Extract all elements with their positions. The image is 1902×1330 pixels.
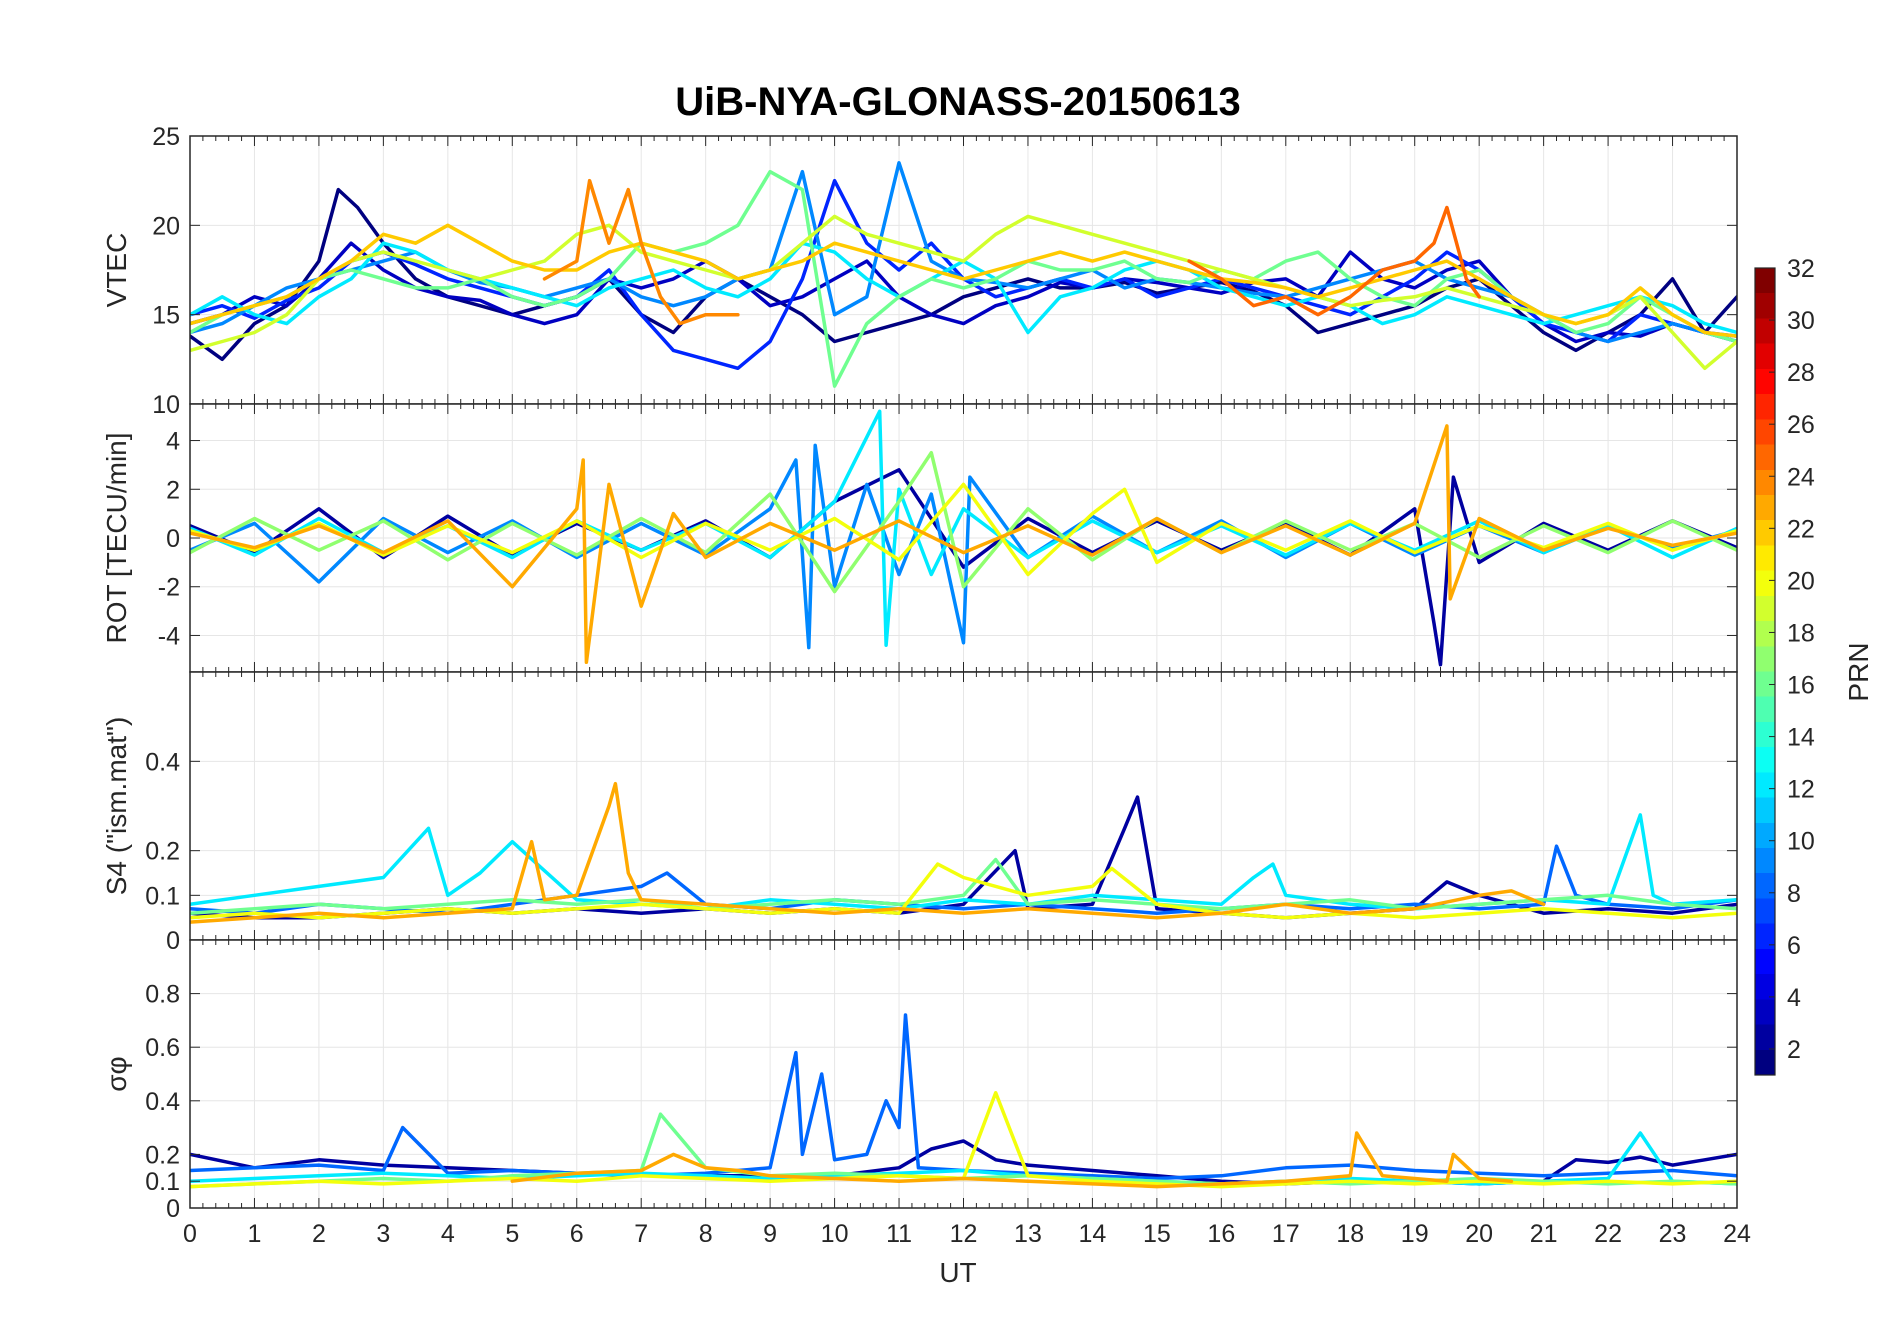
- x-tick-label: 20: [1465, 1220, 1493, 1248]
- S4-series-group: [190, 781, 1737, 924]
- x-tick-label: 8: [699, 1220, 713, 1248]
- x-tick-label: 15: [1143, 1220, 1171, 1248]
- x-tick-label: 1: [248, 1220, 262, 1248]
- ROT-y-tick-label: -4: [158, 622, 180, 650]
- x-tick-label: 3: [376, 1220, 390, 1248]
- x-tick-label: 16: [1207, 1220, 1235, 1248]
- ROT-y-axis-label: ROT [TECU/min]: [101, 432, 132, 643]
- colorbar-tick-label: 18: [1787, 619, 1815, 647]
- ROT-y-tick-label: 2: [166, 476, 180, 504]
- x-axis-label: UT: [939, 1257, 976, 1288]
- ROT-series-prn-23: [190, 424, 1737, 665]
- VTEC-series-prn-24: [542, 178, 740, 326]
- x-tick-label: 9: [763, 1220, 777, 1248]
- x-tick-label: 18: [1336, 1220, 1364, 1248]
- x-tick-label: 14: [1079, 1220, 1107, 1248]
- sigma_phi-series-prn-23: [510, 1131, 1514, 1189]
- colorbar-tick-label: 24: [1787, 463, 1815, 491]
- VTEC-y-tick-label: 15: [152, 302, 180, 330]
- sigma_phi-series-group: [190, 1013, 1737, 1189]
- VTEC-series-group: [190, 161, 1737, 388]
- panel-VTEC: 10 15 20 25 VTEC: [101, 123, 1738, 419]
- colorbar-tick-label: 6: [1787, 932, 1801, 960]
- colorbar-tick-label: 26: [1787, 411, 1815, 439]
- VTEC-y-tick-label: 10: [152, 391, 180, 419]
- VTEC-series-prn-25: [1187, 205, 1481, 317]
- x-tick-label: 4: [441, 1220, 455, 1248]
- ROT-y-tick-label: -2: [158, 574, 180, 602]
- sigma_phi-y-tick-label: 0.4: [145, 1088, 180, 1116]
- colorbar-tick-label: 30: [1787, 307, 1815, 335]
- S4-y-tick-label: 0.1: [145, 882, 180, 910]
- sigma_phi-series-prn-8: [190, 1013, 1737, 1181]
- colorbar-tick-label: 20: [1787, 567, 1815, 595]
- S4-series-prn-16: [190, 857, 1737, 915]
- VTEC-series-prn-16: [190, 169, 1737, 388]
- ROT-y-tick-label: 4: [166, 428, 180, 456]
- colorbar-tick-label: 12: [1787, 776, 1815, 804]
- x-tick-label: 11: [886, 1220, 912, 1248]
- VTEC-y-tick-label: 20: [152, 212, 180, 240]
- sigma_phi-series-prn-20: [190, 1091, 1737, 1189]
- sigma_phi-y-tick-label: 0.1: [145, 1168, 180, 1196]
- x-tick-label: 21: [1530, 1220, 1558, 1248]
- colorbar-label: PRN: [1843, 642, 1874, 701]
- x-tick-label: 10: [821, 1220, 849, 1248]
- x-tick-label: 5: [505, 1220, 519, 1248]
- sigma_phi-y-tick-label: 0.2: [145, 1141, 180, 1169]
- colorbar-scale: [1754, 267, 1776, 1076]
- S4-y-tick-label: 0.4: [145, 748, 180, 776]
- sigma_phi-y-tick-label: 0.6: [145, 1034, 180, 1062]
- panel-S4: 0 0.1 0.2 0.4 S4 ("ism.mat"): [101, 671, 1738, 955]
- colorbar-tick-label: 8: [1787, 880, 1801, 908]
- x-tick-label: 12: [950, 1220, 978, 1248]
- VTEC-series-prn-3: [190, 241, 1737, 344]
- x-tick-label: 2: [312, 1220, 326, 1248]
- S4-y-tick-label: 0: [166, 927, 180, 955]
- colorbar-tick-label: 14: [1787, 724, 1815, 752]
- x-tick-label: 6: [570, 1220, 584, 1248]
- x-tick-label: 13: [1014, 1220, 1042, 1248]
- x-tick-label: 19: [1401, 1220, 1429, 1248]
- S4-series-prn-8: [190, 844, 1737, 915]
- VTEC-y-tick-label: 25: [152, 123, 180, 151]
- S4-series-prn-23: [190, 781, 1546, 924]
- VTEC-series-prn-22: [190, 223, 1737, 338]
- panel-ROT: -4 -2 0 2 4 ROT [TECU/min]: [101, 403, 1738, 673]
- x-tick-label: 17: [1272, 1220, 1300, 1248]
- colorbar-tick-label: 32: [1787, 255, 1815, 283]
- colorbar-tick-label: 2: [1787, 1036, 1801, 1064]
- colorbar-tick-label: 16: [1787, 672, 1815, 700]
- x-tick-label: 24: [1723, 1220, 1751, 1248]
- colorbar-tick-label: 22: [1787, 515, 1815, 543]
- S4-y-axis-label: S4 ("ism.mat"): [101, 717, 132, 896]
- x-tick-label: 7: [634, 1220, 648, 1248]
- ROT-y-tick-label: 0: [166, 525, 180, 553]
- chart-title: UiB-NYA-GLONASS-20150613: [675, 80, 1240, 124]
- colorbar-tick-label: 10: [1787, 828, 1815, 856]
- colorbar-tick-label: 28: [1787, 359, 1815, 387]
- sigma_phi-y-tick-label: 0.8: [145, 981, 180, 1009]
- x-tick-label: 0: [183, 1220, 197, 1248]
- x-tick-label: 23: [1659, 1220, 1687, 1248]
- sigma_phi-y-axis-label: σφ: [101, 1056, 132, 1091]
- VTEC-y-axis-label: VTEC: [101, 233, 132, 308]
- ROT-series-group: [190, 409, 1737, 667]
- colorbar-tick-label: 4: [1787, 984, 1801, 1012]
- x-tick-label: 22: [1594, 1220, 1622, 1248]
- S4-y-tick-label: 0.2: [145, 838, 180, 866]
- ROT-series-prn-9: [190, 443, 1737, 650]
- sigma_phi-y-tick-label: 0: [166, 1195, 180, 1223]
- VTEC-series-prn-1: [190, 187, 1737, 362]
